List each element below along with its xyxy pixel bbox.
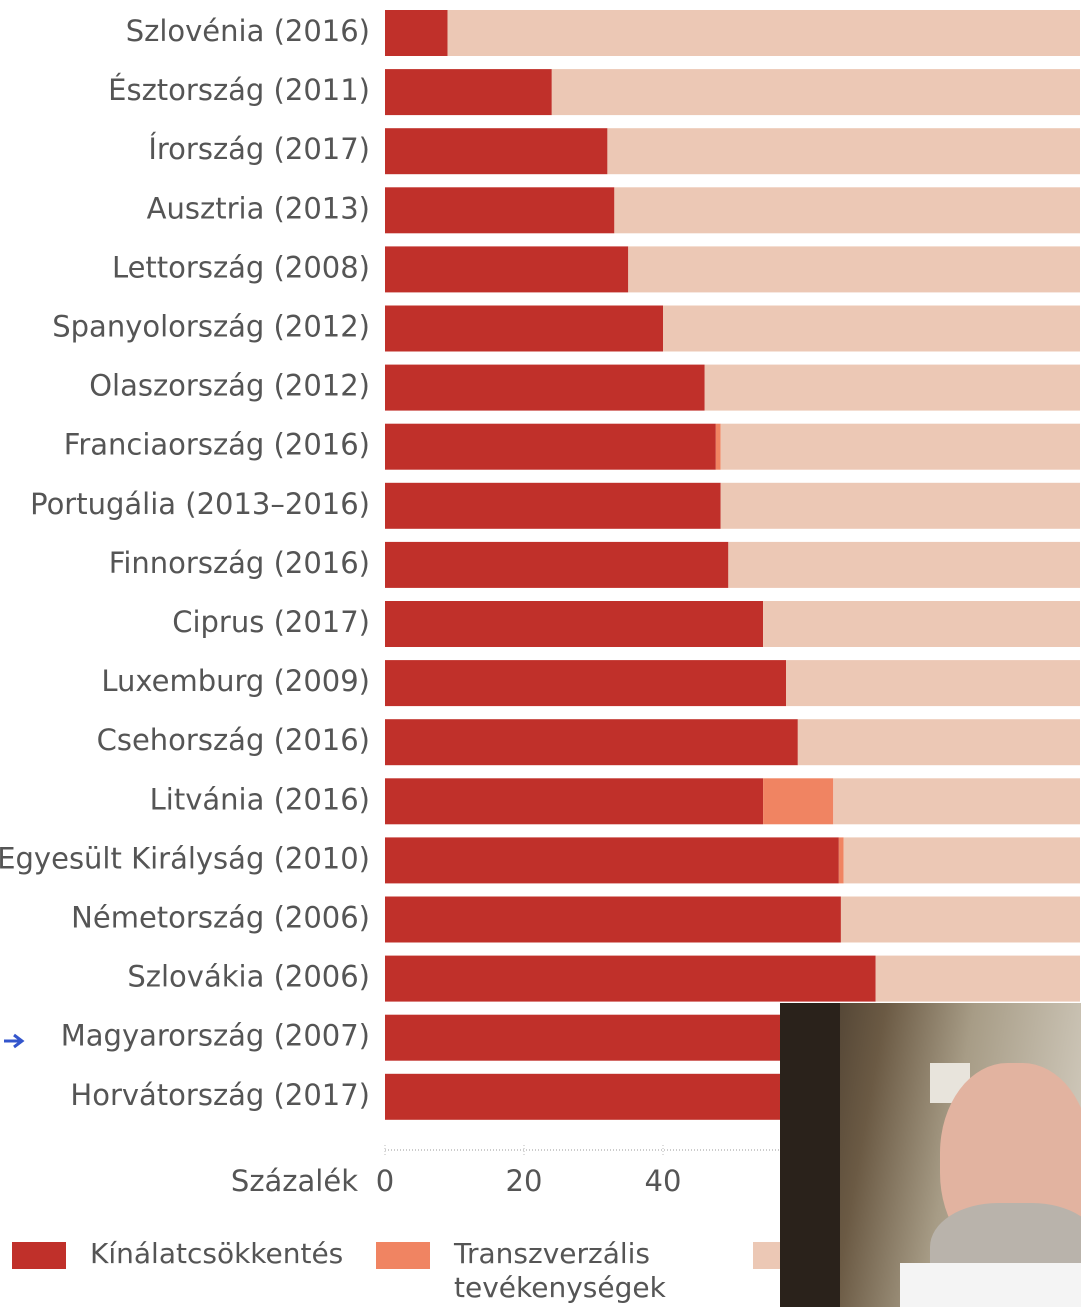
bar-segment	[385, 424, 716, 470]
y-tick-label: Portugália (2013–2016)	[30, 487, 370, 521]
y-tick-label: Észtország (2011)	[108, 73, 370, 107]
bookshelf	[780, 1003, 840, 1307]
bar-segment	[385, 897, 841, 943]
bar-segment	[385, 128, 607, 174]
bar-segment	[663, 306, 1080, 352]
bar-segment	[716, 424, 721, 470]
pointer-arrow	[4, 1035, 22, 1047]
y-tick-label: Németország (2006)	[71, 901, 370, 935]
shirt	[900, 1263, 1081, 1307]
bar-segment	[763, 601, 1080, 647]
legend-label: Kínálatcsökkentés	[90, 1237, 320, 1271]
bar-segment	[721, 424, 1080, 470]
x-tick-label: 20	[506, 1164, 543, 1198]
bar-segment	[721, 483, 1080, 529]
bar-segment	[552, 69, 1080, 115]
page: {"chart_data": {"type": "stacked-barh", …	[0, 0, 1081, 1307]
y-tick-label: Egyesült Királyság (2010)	[0, 841, 370, 875]
y-tick-label: Luxemburg (2009)	[101, 664, 370, 698]
bar-segment	[786, 660, 1080, 706]
y-tick-label: Írország (2017)	[148, 132, 370, 166]
bar-segment	[385, 601, 763, 647]
bar-segment	[841, 897, 1080, 943]
legend-swatch	[376, 1242, 430, 1269]
bar-segment	[385, 483, 721, 529]
y-tick-label: Ausztria (2013)	[147, 191, 370, 225]
bar-segment	[705, 365, 1080, 411]
bar-segment	[385, 719, 798, 765]
bar-segment	[385, 778, 763, 824]
bar-segment	[385, 956, 876, 1002]
bar-segment	[385, 10, 448, 56]
bar-segment	[385, 187, 614, 233]
legend-label: Transzverzális tevékenységek	[454, 1237, 684, 1305]
bar-segment	[385, 69, 552, 115]
bar-segment	[614, 187, 1080, 233]
y-tick-label: Szlovénia (2016)	[126, 14, 370, 48]
y-tick-label: Spanyolország (2012)	[52, 310, 370, 344]
x-tick-label: 40	[645, 1164, 682, 1198]
x-axis-label: Százalék	[231, 1164, 358, 1198]
bar-segment	[839, 837, 844, 883]
y-tick-label: Ciprus (2017)	[172, 605, 370, 639]
video-overlay	[780, 1003, 1081, 1307]
bar-segment	[385, 837, 839, 883]
y-tick-label: Franciaország (2016)	[64, 428, 370, 462]
bar-segment	[385, 365, 705, 411]
bar-segment	[385, 660, 786, 706]
bar-segment	[798, 719, 1080, 765]
y-tick-label: Csehország (2016)	[97, 723, 370, 757]
bar-segment	[844, 837, 1080, 883]
bar-segment	[833, 778, 1080, 824]
bar-segment	[385, 246, 628, 292]
bar-segment	[763, 778, 833, 824]
bar-segment	[628, 246, 1080, 292]
bar-segment	[385, 306, 663, 352]
legend-swatch	[12, 1242, 66, 1269]
y-tick-label: Magyarország (2007)	[61, 1019, 370, 1053]
x-tick-label: 0	[376, 1164, 394, 1198]
bar-segment	[385, 542, 728, 588]
y-tick-label: Lettország (2008)	[112, 250, 370, 284]
y-tick-label: Horvátország (2017)	[70, 1078, 370, 1112]
y-tick-label: Olaszország (2012)	[89, 369, 370, 403]
bar-segment	[607, 128, 1080, 174]
bar-segment	[728, 542, 1080, 588]
y-tick-label: Litvánia (2016)	[150, 782, 370, 816]
y-tick-label: Finnország (2016)	[109, 546, 370, 580]
bar-segment	[876, 956, 1080, 1002]
bar-segment	[448, 10, 1080, 56]
y-tick-label: Szlovákia (2006)	[127, 960, 370, 994]
